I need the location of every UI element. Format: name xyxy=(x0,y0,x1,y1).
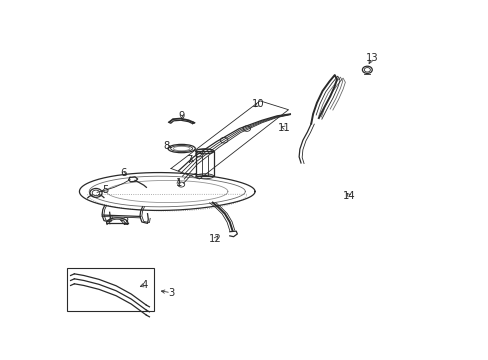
Text: 7: 7 xyxy=(185,155,192,165)
Text: 1: 1 xyxy=(175,178,182,188)
Text: 13: 13 xyxy=(365,53,377,63)
Text: 12: 12 xyxy=(209,234,222,244)
Text: 9: 9 xyxy=(178,111,184,121)
Text: 5: 5 xyxy=(102,185,109,195)
Text: 11: 11 xyxy=(278,123,290,133)
Bar xyxy=(67,268,154,311)
Text: 6: 6 xyxy=(120,168,126,179)
Text: 4: 4 xyxy=(141,280,147,290)
Text: 10: 10 xyxy=(251,99,264,109)
Text: 3: 3 xyxy=(167,288,174,298)
Text: 14: 14 xyxy=(342,191,355,201)
Text: 2: 2 xyxy=(122,217,128,227)
Bar xyxy=(195,151,213,176)
Text: 8: 8 xyxy=(163,141,169,151)
